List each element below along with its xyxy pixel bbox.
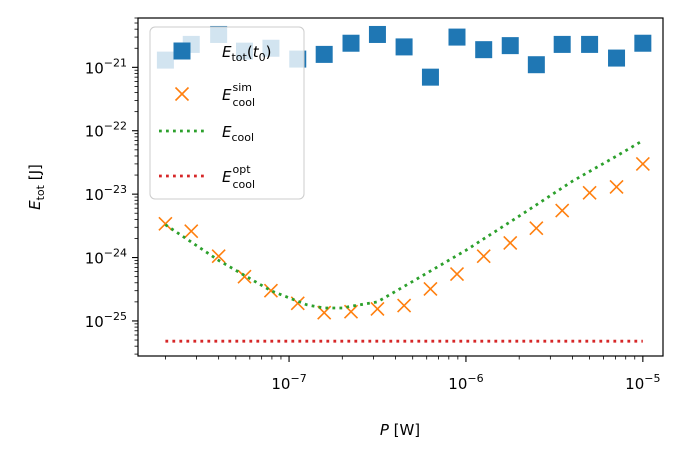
x-tick-label-2: 10−5 — [625, 372, 660, 393]
x-tick-label-0: 10−7 — [271, 372, 306, 393]
series-1-point-8 — [370, 301, 385, 316]
y-axis-label-text: Etot [J] — [26, 164, 47, 210]
series-1-point-10 — [423, 281, 438, 296]
series-0-point-14 — [527, 56, 545, 74]
series-0-point-15 — [553, 35, 571, 53]
series-0-point-16 — [581, 35, 599, 53]
legend-entry-0: Etot(t0) — [173, 42, 271, 64]
series-1-point-18 — [635, 156, 650, 171]
series-0-point-6 — [315, 45, 333, 63]
series-0-point-18 — [634, 34, 652, 52]
y-tick-label-1: 10−24 — [85, 247, 127, 268]
legend-label-2: Ecool — [222, 123, 254, 144]
series-1-point-1 — [184, 224, 199, 239]
series-1-point-14 — [529, 221, 544, 236]
y-tick-label-4: 10−21 — [85, 56, 127, 77]
series-1-point-17 — [609, 179, 624, 194]
legend-entry-3: Eopt cool — [159, 163, 255, 191]
series-1-point-15 — [555, 203, 570, 218]
y-axis-label-symbol: E — [26, 200, 44, 210]
legend-entry-2: Ecool — [159, 123, 254, 144]
y-axis-label-unit: [J] — [26, 164, 44, 185]
series-0-point-10 — [421, 68, 439, 86]
series-1-point-4 — [263, 283, 279, 298]
legend-label-3: Eopt cool — [222, 163, 255, 191]
series-0-point-17 — [608, 49, 626, 67]
x-axis-label-unit: [W] — [389, 421, 420, 439]
series-1-point-2 — [211, 249, 226, 264]
series-1-point-3 — [237, 269, 252, 284]
series-1-point-0 — [158, 216, 173, 231]
legend-label-0: Etot(t0) — [222, 43, 271, 64]
x-axis-label: P [W] — [380, 421, 420, 439]
y-tick-label-3: 10−22 — [85, 120, 127, 141]
y-tick-label-2: 10−23 — [85, 183, 127, 204]
series-1-point-13 — [503, 235, 518, 251]
legend: Etot(t0) Esim cool Ecool Eopt cool — [149, 26, 305, 200]
series-1-point-9 — [397, 298, 412, 313]
x-tick-label-1: 10−6 — [448, 372, 483, 393]
series-0-point-9 — [395, 38, 413, 56]
tick-layer: 10−7 10−6 10−5 10−25 10−24 10−23 10−22 10−21 — [85, 17, 660, 393]
plot-frame — [137, 17, 664, 357]
series-1-point-12 — [476, 249, 491, 264]
series-1-point-16 — [582, 185, 597, 200]
legend-entry-1: Esim cool — [174, 81, 255, 109]
x-axis-label-symbol: P — [380, 421, 390, 439]
legend-handle-1 — [174, 86, 190, 102]
series-0-point-13 — [501, 37, 519, 55]
series-0-point-12 — [475, 41, 493, 59]
axis-labels: P [W] Etot [J] — [26, 164, 420, 439]
legend-box — [149, 26, 305, 200]
legend-label-1: Esim cool — [222, 81, 255, 109]
legend-handle-0 — [173, 42, 191, 60]
y-axis-label: Etot [J] — [26, 164, 47, 210]
y-tick-label-0: 10−25 — [85, 310, 127, 331]
series-1-point-11 — [449, 266, 465, 282]
series-0-point-11 — [448, 28, 466, 46]
y-axis-label-subscript: tot — [34, 184, 47, 200]
series-0-point-8 — [368, 25, 386, 43]
series-0-point-7 — [342, 34, 360, 52]
